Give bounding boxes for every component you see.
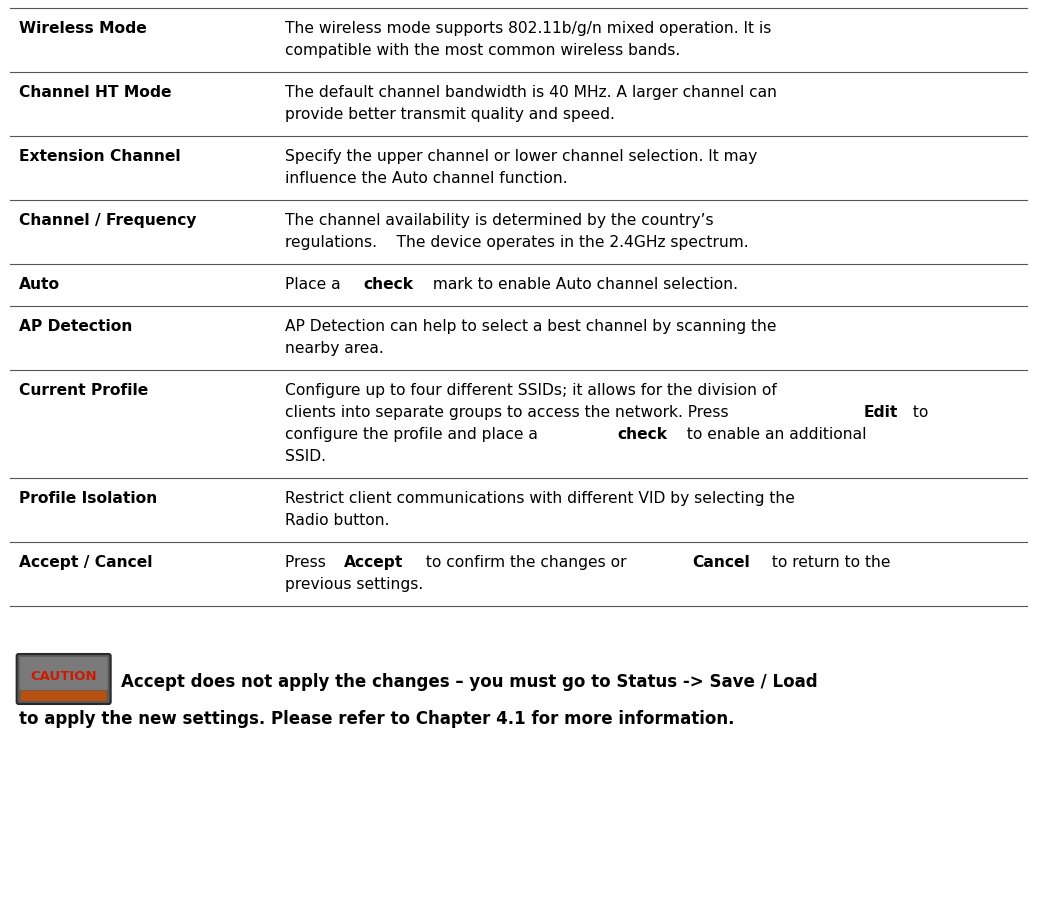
Text: configure the profile and place a: configure the profile and place a (285, 428, 543, 442)
Text: SSID.: SSID. (285, 449, 327, 464)
Text: Configure up to four different SSIDs; it allows for the division of: Configure up to four different SSIDs; it… (285, 383, 777, 399)
Text: Restrict client communications with different VID by selecting the: Restrict client communications with diff… (285, 491, 795, 507)
Text: mark to enable Auto channel selection.: mark to enable Auto channel selection. (427, 277, 737, 292)
Text: previous settings.: previous settings. (285, 577, 423, 592)
Text: check: check (363, 277, 413, 292)
Text: influence the Auto channel function.: influence the Auto channel function. (285, 172, 568, 186)
Text: Accept does not apply the changes – you must go to Status -> Save / Load: Accept does not apply the changes – you … (120, 674, 817, 692)
Text: compatible with the most common wireless bands.: compatible with the most common wireless… (285, 44, 680, 58)
Text: Edit: Edit (864, 405, 898, 420)
FancyBboxPatch shape (17, 654, 111, 704)
Text: Profile Isolation: Profile Isolation (19, 491, 157, 507)
Text: AP Detection: AP Detection (19, 320, 132, 334)
Text: The wireless mode supports 802.11b/g/n mixed operation. It is: The wireless mode supports 802.11b/g/n m… (285, 21, 772, 36)
Text: The channel availability is determined by the country’s: The channel availability is determined b… (285, 213, 713, 228)
Text: The default channel bandwidth is 40 MHz. A larger channel can: The default channel bandwidth is 40 MHz.… (285, 85, 777, 100)
Text: to: to (908, 405, 928, 420)
Text: CAUTION: CAUTION (30, 669, 97, 683)
Text: Cancel: Cancel (693, 556, 750, 570)
FancyBboxPatch shape (21, 691, 107, 701)
Text: check: check (618, 428, 668, 442)
Text: AP Detection can help to select a best channel by scanning the: AP Detection can help to select a best c… (285, 320, 777, 334)
Text: to enable an additional: to enable an additional (682, 428, 867, 442)
Text: Channel / Frequency: Channel / Frequency (19, 213, 196, 228)
Text: Accept: Accept (344, 556, 403, 570)
Text: to return to the: to return to the (766, 556, 891, 570)
Text: Wireless Mode: Wireless Mode (19, 21, 146, 36)
Text: Channel HT Mode: Channel HT Mode (19, 85, 171, 100)
Text: Accept / Cancel: Accept / Cancel (19, 556, 152, 570)
Text: Specify the upper channel or lower channel selection. It may: Specify the upper channel or lower chann… (285, 149, 757, 164)
Text: clients into separate groups to access the network. Press: clients into separate groups to access t… (285, 405, 733, 420)
Text: Place a: Place a (285, 277, 345, 292)
Text: Auto: Auto (19, 277, 60, 292)
Text: Current Profile: Current Profile (19, 383, 148, 399)
Text: to confirm the changes or: to confirm the changes or (421, 556, 632, 570)
Text: to apply the new settings. Please refer to Chapter 4.1 for more information.: to apply the new settings. Please refer … (19, 710, 734, 728)
Text: nearby area.: nearby area. (285, 341, 384, 356)
Text: regulations.    The device operates in the 2.4GHz spectrum.: regulations. The device operates in the … (285, 235, 749, 251)
Text: Radio button.: Radio button. (285, 513, 390, 528)
FancyBboxPatch shape (20, 656, 108, 690)
Text: Press: Press (285, 556, 331, 570)
Text: Extension Channel: Extension Channel (19, 149, 180, 164)
Text: provide better transmit quality and speed.: provide better transmit quality and spee… (285, 107, 615, 123)
